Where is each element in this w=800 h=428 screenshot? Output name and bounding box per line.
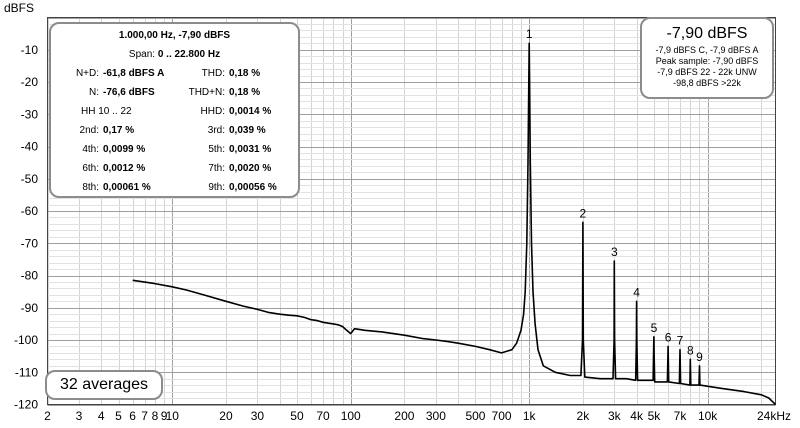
nd-value: -61,8 dBFS A <box>103 68 165 79</box>
x-tick-label: 3 <box>76 409 83 423</box>
x-tick-label: 4 <box>98 409 105 423</box>
y-axis-unit: dBFS <box>4 1 34 15</box>
x-tick-label: 100 <box>341 409 361 423</box>
x-tick-label: 10k <box>698 409 718 423</box>
x-tick-label: 500 <box>465 409 485 423</box>
y-tick-label: -40 <box>21 140 39 154</box>
h8-label: 8th: <box>82 182 99 193</box>
x-tick-label: 5k <box>648 409 662 423</box>
x-tick-label: 10 <box>166 409 180 423</box>
h3-value: 0,039 % <box>229 125 266 136</box>
n-value: -76,6 dBFS <box>103 87 155 98</box>
h6-value: 0,0012 % <box>103 163 146 174</box>
level-line4: -98,8 dBFS >22k <box>673 78 741 88</box>
x-tick-label: 20 <box>219 409 233 423</box>
y-tick-label: -80 <box>21 269 39 283</box>
level-main: -7,90 dBFS <box>666 25 748 42</box>
nd-label: N+D: <box>75 68 99 79</box>
plot-frame <box>47 17 776 405</box>
harmonic-label: 6 <box>665 330 672 344</box>
h3-label: 3rd: <box>207 125 225 136</box>
x-tick-label: 1k <box>523 409 537 423</box>
thdn-label: THD+N: <box>188 87 225 98</box>
x-tick-label: 50 <box>290 409 304 423</box>
y-tick-label: -90 <box>21 301 39 315</box>
h5-label: 5th: <box>208 144 225 155</box>
harmonic-label: 9 <box>696 350 703 364</box>
thdn-value: 0,18 % <box>229 87 261 98</box>
x-tick-labels: 2 3 4 5 6 7 8 910 20 30 50 70 100 200 300 500 700 1k 2k 3k 4… <box>44 409 718 423</box>
harmonic-label: 1 <box>526 27 533 41</box>
x-axis-unit: 24kHz <box>757 409 791 423</box>
y-tick-label: -50 <box>21 172 39 186</box>
h5-value: 0,0031 % <box>229 144 272 155</box>
harmonic-label: 7 <box>677 334 684 348</box>
harmonic-label: 8 <box>687 343 694 357</box>
h8-value: 0,00061 % <box>103 182 151 193</box>
x-tick-label: 300 <box>426 409 446 423</box>
h9-value: 0,00056 % <box>229 182 277 193</box>
h7-value: 0,0020 % <box>229 163 272 174</box>
span-value: 0 .. 22.800 Hz <box>157 49 221 60</box>
x-tick-label: 4k <box>630 409 644 423</box>
h6-label: 6th: <box>82 163 99 174</box>
x-tick-label: 9 <box>161 409 168 423</box>
h7-label: 7th: <box>208 163 225 174</box>
x-tick-label: 30 <box>251 409 265 423</box>
x-tick-label: 5 <box>115 409 122 423</box>
span-label: Span: <box>128 49 156 60</box>
level-line3: -7,9 dBFS 22 - 22k UNW <box>657 67 757 77</box>
n-label: N: <box>89 87 99 98</box>
x-tick-label: 7k <box>674 409 688 423</box>
stats-panel: 1.000,00 Hz, -7,90 dBFS Span: 0 .. 22.80… <box>49 22 300 198</box>
stats-header: 1.000,00 Hz, -7,90 dBFS <box>118 30 231 41</box>
hh-label: HH 10 .. 22 <box>81 106 132 117</box>
x-tick-label: 7 <box>141 409 148 423</box>
y-tick-label: -110 <box>15 365 38 379</box>
y-tick-label: -120 <box>14 398 38 412</box>
y-tick-label: -30 <box>21 107 39 121</box>
harmonic-label: 4 <box>633 285 640 299</box>
thd-label: THD: <box>201 68 225 79</box>
spectrum-trace <box>132 42 777 406</box>
averages-badge: 32 averages <box>45 370 163 400</box>
level-panel: -7,90 dBFS -7,9 dBFS C, -7,9 dBFS A Peak… <box>640 17 774 99</box>
h4-value: 0,0099 % <box>103 144 146 155</box>
x-tick-label: 2 <box>44 409 51 423</box>
x-tick-label: 8 <box>152 409 159 423</box>
level-line2: Peak sample: -7,90 dBFS <box>655 56 759 66</box>
thd-value: 0,18 % <box>229 68 261 79</box>
h9-label: 9th: <box>208 182 225 193</box>
harmonic-labels: 1 2 3 4 56 78 9 <box>526 27 703 364</box>
h2-label: 2nd: <box>79 125 99 136</box>
harmonic-label: 5 <box>651 321 658 335</box>
x-tick-label: 700 <box>492 409 512 423</box>
level-line1: -7,9 dBFS C, -7,9 dBFS A <box>655 45 759 55</box>
y-tick-label: -70 <box>21 236 39 250</box>
y-tick-label: -60 <box>21 204 39 218</box>
h4-label: 4th: <box>82 144 99 155</box>
x-tick-label: 3k <box>608 409 622 423</box>
y-tick-labels: -10 -20 -30 -40 -50 -60 -70 -80 -90 -100 -110 -120 <box>14 43 38 412</box>
x-tick-label: 2k <box>577 409 591 423</box>
harmonic-label: 3 <box>611 245 618 259</box>
x-tick-label: 200 <box>394 409 414 423</box>
h2-value: 0,17 % <box>103 125 135 136</box>
harmonic-label: 2 <box>580 206 587 220</box>
y-tick-label: -20 <box>21 75 39 89</box>
hhd-label: HHD: <box>200 106 225 117</box>
x-tick-label: 70 <box>316 409 330 423</box>
y-tick-label: -10 <box>21 43 39 57</box>
y-tick-label: -100 <box>14 333 38 347</box>
hhd-value: 0,0014 % <box>229 106 272 117</box>
x-tick-label: 6 <box>129 409 136 423</box>
